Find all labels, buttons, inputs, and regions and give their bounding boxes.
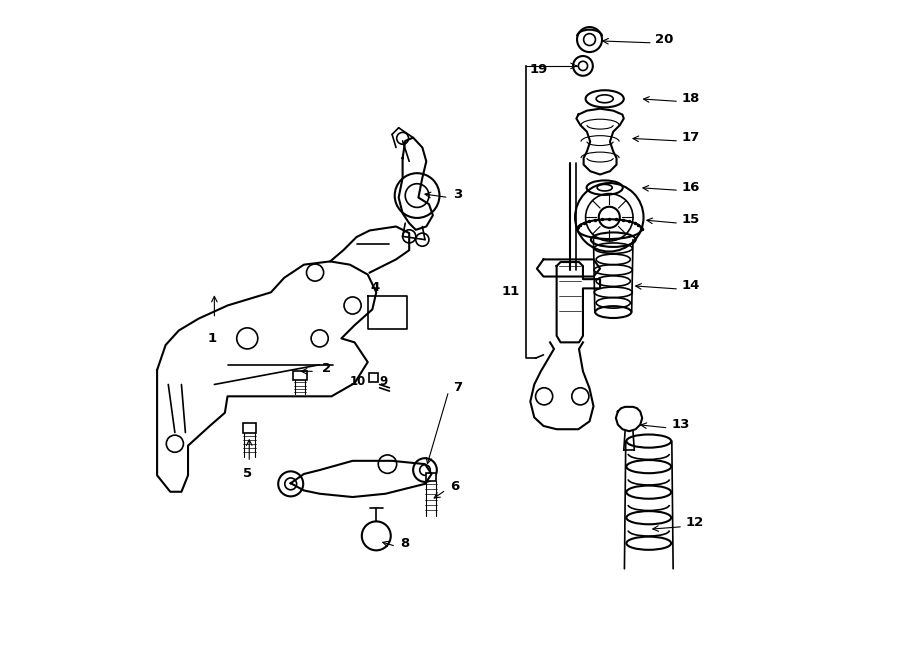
Text: 15: 15 xyxy=(681,214,700,227)
Bar xyxy=(369,373,378,382)
Text: 14: 14 xyxy=(681,279,700,292)
Text: 1: 1 xyxy=(207,332,216,345)
Text: 2: 2 xyxy=(321,362,331,375)
Text: 9: 9 xyxy=(379,375,387,389)
Bar xyxy=(427,473,436,481)
Text: 8: 8 xyxy=(400,537,410,550)
Text: 3: 3 xyxy=(454,188,463,201)
Bar xyxy=(293,371,307,380)
Text: 10: 10 xyxy=(349,375,365,389)
Text: 5: 5 xyxy=(243,467,252,481)
Text: 11: 11 xyxy=(501,284,520,297)
Text: 13: 13 xyxy=(671,418,689,431)
Text: 7: 7 xyxy=(453,381,462,394)
Text: 20: 20 xyxy=(655,33,674,46)
Text: 17: 17 xyxy=(681,131,700,144)
Text: 18: 18 xyxy=(681,92,700,104)
Text: 16: 16 xyxy=(681,180,700,194)
Text: 19: 19 xyxy=(529,63,547,76)
Text: 12: 12 xyxy=(686,516,704,529)
Text: 6: 6 xyxy=(450,480,459,493)
Bar xyxy=(243,422,256,433)
Text: 4: 4 xyxy=(370,281,380,294)
